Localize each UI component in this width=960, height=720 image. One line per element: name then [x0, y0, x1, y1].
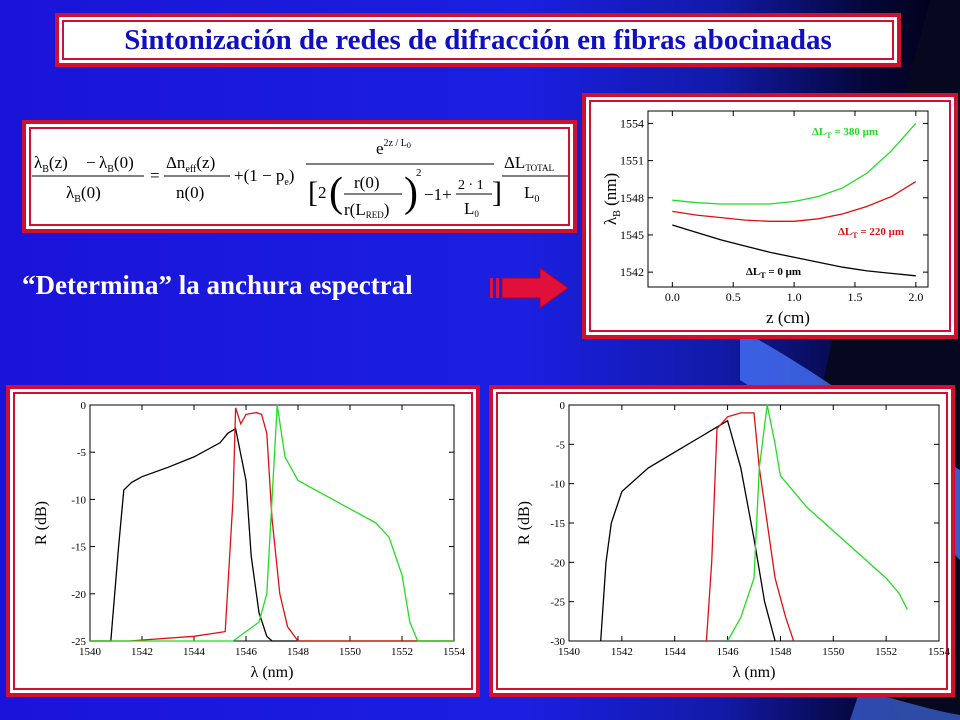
plot-frame: [568, 404, 940, 642]
series-line-0: [90, 427, 454, 642]
formula-d-minus1: −1+: [424, 185, 452, 204]
x-tick-label: 1544: [664, 646, 687, 658]
formula-d-two: 2: [318, 183, 327, 202]
formula-plus-pe: +(1 − pe): [234, 166, 294, 188]
formula-lhs-num-b: λB(0): [99, 153, 134, 175]
formula-equals: =: [150, 166, 160, 185]
x-tick-label: 1.0: [787, 290, 802, 304]
x-tick-label: 1544: [183, 646, 206, 658]
y-tick-label: 1551: [620, 154, 644, 168]
series-line-2: [672, 224, 916, 277]
right-arrow-icon: [490, 267, 569, 309]
formula-bracket-left: [: [308, 176, 318, 209]
formula-d-rL: r(LRED): [344, 200, 389, 220]
y-tick-label: -5: [556, 439, 566, 451]
x-tick-label: 1548: [287, 646, 310, 658]
x-tick-label: 1540: [79, 646, 102, 658]
y-tick-label: 1545: [620, 228, 644, 242]
formula-r-den: L0: [524, 183, 539, 205]
x-tick-label: 1548: [769, 646, 792, 658]
series-line-0: [600, 419, 776, 642]
formula-exp-base: e2z / L0: [376, 138, 411, 158]
lambda-vs-z-chart: 0.0 0.5 1.0 1.5 2.0 1542 1545 1548 1551 1554 z (cm…: [601, 110, 929, 327]
y-tick-label: -30: [550, 636, 565, 648]
x-tick-label: 1550: [822, 646, 845, 658]
x-tick-label: 1552: [875, 646, 897, 658]
formula-lhs-minus: −: [86, 153, 96, 172]
x-axis-label: λ (nm): [733, 664, 776, 681]
y-tick-label: 1548: [620, 191, 644, 205]
reflection-spectrum-chart-right: 1540 1542 1544 1546 1548 1550 1552 1554 0 -5 -10 -1…: [516, 400, 951, 681]
formula-d-sq: 2: [416, 167, 422, 179]
formula-paren-right: ): [404, 170, 418, 216]
y-tick-label: -10: [550, 479, 565, 491]
determina-text: “Determina” la anchura espectral: [22, 270, 413, 300]
series-legend-label-1: ΔLT = 220 μm: [838, 226, 904, 240]
y-tick-label: -5: [77, 447, 87, 459]
formula-lhs-num-a: λB(z): [34, 153, 68, 175]
x-tick-label: 0.0: [665, 290, 680, 304]
formula-paren-left: (: [329, 170, 343, 216]
series-line-1: [672, 181, 917, 222]
x-tick-label: 2.0: [908, 290, 923, 304]
series-line-2: [727, 404, 908, 642]
y-axis-label: R (dB): [33, 501, 50, 545]
plot-frame: [647, 110, 929, 288]
y-tick-label: -15: [71, 542, 86, 554]
series-line-0: [672, 122, 917, 205]
series-line-2: [90, 404, 454, 642]
title-box: Sintonización de redes de difracción en …: [55, 13, 901, 67]
x-tick-label: 1550: [339, 646, 362, 658]
formula-d-frac-den: L0: [464, 199, 479, 219]
series-line-1: [90, 407, 454, 642]
x-tick-label: 0.5: [726, 290, 741, 304]
formula-d-frac-num: 2 · 1: [458, 178, 484, 193]
x-tick-label: 1554: [443, 646, 466, 658]
x-tick-label: 1.5: [847, 290, 862, 304]
series-legend-label-2: ΔLT = 0 μm: [746, 266, 801, 280]
series-legend-label-0: ΔLT = 380 μm: [812, 126, 878, 140]
y-tick-label: 0: [81, 400, 87, 412]
y-tick-label: -20: [71, 589, 86, 601]
formula-lhs-den: λB(0): [66, 183, 101, 205]
formula-box: λB(z) − λB(0) λB(0) = Δneff(z) n(0) +(1 …: [22, 120, 577, 233]
y-tick-label: 1542: [620, 265, 644, 279]
x-tick-label: 1554: [928, 646, 951, 658]
x-tick-label: 1542: [131, 646, 153, 658]
y-tick-label: 0: [560, 400, 566, 412]
formula-r-num: ΔLTOTAL: [504, 153, 554, 173]
y-tick-label: -25: [550, 597, 565, 609]
y-tick-label: 1554: [620, 116, 644, 130]
x-tick-label: 1540: [558, 646, 581, 658]
reflection-spectrum-chart-left: 1540 1542 1544 1546 1548 1550 1552 1554 0 -5 -10 -1…: [33, 400, 466, 681]
y-tick-label: -10: [71, 494, 86, 506]
formula-bracket-right: ]: [492, 176, 502, 209]
y-axis-label: λB (nm): [601, 173, 623, 225]
x-axis-label: λ (nm): [251, 664, 294, 681]
formula-t1-num: Δneff(z): [166, 153, 215, 175]
slide-title: Sintonización de redes de difracción en …: [124, 23, 832, 56]
y-axis-label: R (dB): [516, 501, 533, 545]
reflection-spectrum-panel-right: 1540 1542 1544 1546 1548 1550 1552 1554 0 -5 -10 -1…: [489, 385, 955, 697]
formula: λB(z) − λB(0) λB(0) = Δneff(z) n(0) +(1 …: [32, 138, 568, 220]
lambda-vs-z-panel: 0.0 0.5 1.0 1.5 2.0 1542 1545 1548 1551 1554 z (cm…: [582, 93, 958, 339]
y-tick-label: -20: [550, 557, 565, 569]
x-tick-label: 1546: [235, 646, 258, 658]
x-tick-label: 1542: [611, 646, 633, 658]
x-tick-label: 1552: [391, 646, 413, 658]
x-axis-label: z (cm): [766, 308, 810, 327]
x-tick-label: 1546: [717, 646, 740, 658]
reflection-spectrum-panel-left: 1540 1542 1544 1546 1548 1550 1552 1554 0 -5 -10 -1…: [6, 385, 480, 697]
series-line-1: [705, 412, 795, 642]
formula-d-r0: r(0): [354, 173, 379, 192]
y-tick-label: -25: [71, 636, 86, 648]
y-tick-label: -15: [550, 518, 565, 530]
formula-t1-den: n(0): [176, 183, 204, 202]
